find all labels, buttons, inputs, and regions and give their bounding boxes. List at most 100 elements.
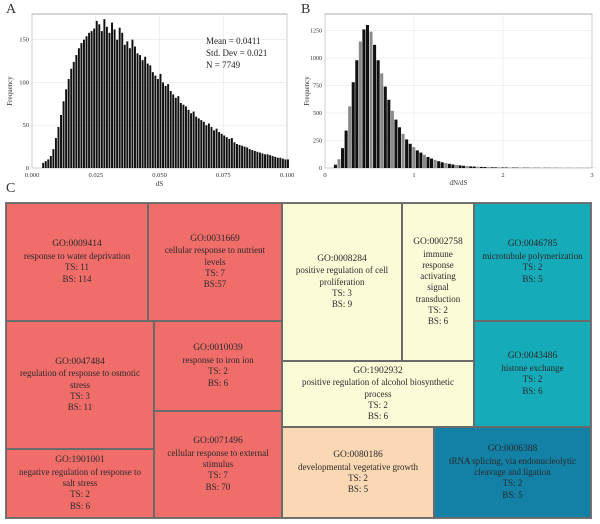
histogram-bar xyxy=(190,113,193,168)
histogram-dnds: 0 1 2 3 0 250 500 750 1000 1250 dN/dS Frequency xyxy=(303,13,597,187)
histogram-bar xyxy=(151,72,154,168)
histogram-bar xyxy=(205,125,208,168)
x-tick-label: 3 xyxy=(590,172,593,179)
histogram-bar xyxy=(72,61,75,168)
histogram-bar xyxy=(271,156,274,168)
treemap-tile: GO:0010039 response to iron ion TS: 2 BS: 6 xyxy=(154,321,282,411)
histogram-bar xyxy=(136,53,139,168)
histogram-bar xyxy=(397,127,402,168)
histogram-bar xyxy=(67,79,70,168)
histogram-bar xyxy=(483,167,487,168)
histogram-bar xyxy=(405,139,409,168)
y-tick-label: 500 xyxy=(313,111,322,117)
histogram-bar xyxy=(264,154,266,168)
histogram-bar xyxy=(144,56,147,168)
histogram-bar xyxy=(177,96,180,168)
histogram-bar xyxy=(123,44,126,168)
go-term-name: positive regulation of alcohol biosynthe… xyxy=(302,377,454,399)
histogram-bar xyxy=(65,89,68,168)
go-id: GO:0009414 xyxy=(52,239,102,250)
histogram-bar xyxy=(437,161,441,168)
histogram-bar xyxy=(169,91,172,168)
histogram-bar xyxy=(494,167,498,168)
bs-count: BS: 9 xyxy=(331,299,353,310)
histogram-bar xyxy=(401,133,405,168)
go-term-name: tRNA splicing, via endonucleolytic cleav… xyxy=(449,455,576,478)
go-id: GO:0047484 xyxy=(55,356,105,367)
histogram-bar xyxy=(75,55,78,168)
histogram-bar xyxy=(118,27,121,168)
histogram-bar xyxy=(287,159,289,168)
panel-label-a: A xyxy=(6,2,17,17)
histogram-bar xyxy=(387,99,391,168)
histogram-bar xyxy=(60,114,62,168)
histogram-bar xyxy=(192,111,195,168)
histogram-bar xyxy=(243,146,246,168)
histogram-bar xyxy=(197,118,200,168)
histogram-bar xyxy=(182,104,185,168)
histogram-bar xyxy=(111,22,113,168)
y-tick-label: 0 xyxy=(26,165,29,172)
histogram-bar xyxy=(348,106,352,168)
histogram-bar xyxy=(223,135,226,168)
histogram-bar xyxy=(408,143,412,168)
histogram-bar xyxy=(276,157,279,168)
stats-annotation: Mean = 0.0411 xyxy=(206,36,260,46)
ts-count: TS: 2 xyxy=(348,472,368,483)
histogram-bar xyxy=(54,138,57,168)
histogram-bar xyxy=(83,39,85,168)
histogram-bar xyxy=(266,154,269,168)
bs-count: BS: 5 xyxy=(502,489,523,500)
histogram-bar xyxy=(261,153,264,168)
histogram-bar xyxy=(344,130,348,168)
histogram-bar xyxy=(433,159,437,168)
histogram-bar xyxy=(355,60,359,169)
histogram-bar xyxy=(419,152,423,168)
y-tick-label: 1000 xyxy=(310,56,322,62)
histogram-bar xyxy=(351,82,355,168)
histogram-bar xyxy=(238,144,241,168)
histogram-bar xyxy=(103,19,106,169)
histogram-bar xyxy=(149,65,152,168)
histogram-bar xyxy=(100,31,103,168)
histogram-bar xyxy=(365,25,369,168)
histogram-bar xyxy=(134,46,136,169)
histogram-bar xyxy=(258,152,261,168)
go-id: GO:0008284 xyxy=(317,253,367,264)
histogram-bar xyxy=(447,163,451,168)
bs-count: BS: 6 xyxy=(427,316,449,327)
histogram-bar xyxy=(469,166,473,168)
histogram-bar xyxy=(159,73,162,168)
histogram-bar xyxy=(128,48,131,168)
go-term-name: response to iron ion xyxy=(182,355,254,366)
histogram-bar xyxy=(88,32,91,169)
histogram-bar xyxy=(172,94,175,168)
histogram-bar xyxy=(174,97,177,168)
panel-label-b: B xyxy=(301,2,311,17)
histogram-bar xyxy=(220,133,223,168)
go-id: GO:1901001 xyxy=(55,455,105,466)
histogram-bar xyxy=(98,24,101,169)
y-tick-label: 150 xyxy=(19,37,29,44)
go-term-name: positive regulation of cell proliferatio… xyxy=(295,265,389,287)
bs-count: BS: 6 xyxy=(69,500,91,511)
histogram-bar xyxy=(57,126,60,168)
ts-count: TS: 3 xyxy=(332,287,352,298)
histogram-bar xyxy=(210,126,213,168)
histogram-bar xyxy=(390,110,394,168)
bs-count: BS:57 xyxy=(203,279,227,290)
treemap-tile: GO:0071496 cellular response to external … xyxy=(154,411,282,518)
treemap-tile: GO:0047484 regulation of response to osmo… xyxy=(6,321,154,449)
bs-count: BS: 5 xyxy=(522,273,543,284)
treemap-tile: GO:0002758 immune response activating sig… xyxy=(402,203,474,361)
y-axis-label: Frequency xyxy=(303,76,311,106)
histogram-bar xyxy=(233,142,236,168)
go-term-name: immune response activating signal transd… xyxy=(415,248,461,304)
histogram-bar xyxy=(253,150,256,168)
histogram-bar xyxy=(162,82,164,168)
histogram-bar xyxy=(131,39,134,168)
bs-count: BS: 11 xyxy=(67,402,93,413)
histogram-bar xyxy=(230,138,233,168)
histogram-bar xyxy=(458,165,462,168)
histogram-bar xyxy=(337,159,341,168)
